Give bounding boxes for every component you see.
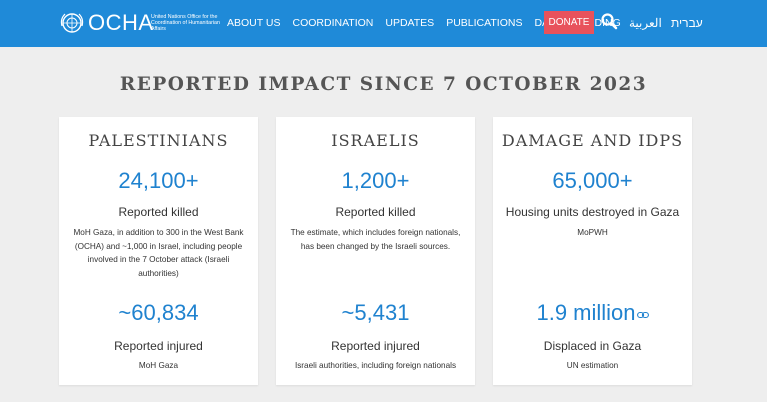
card-title: ISRAELIS	[331, 131, 420, 150]
displaced-number[interactable]: 1.9 million	[536, 300, 636, 325]
injured-source: MoH Gaza	[138, 361, 179, 370]
link-icon[interactable]	[636, 311, 649, 319]
nav-updates[interactable]: UPDATES	[385, 17, 435, 29]
injured-value: ~60,834	[118, 300, 199, 325]
card-title: DAMAGE AND IDPS	[501, 131, 684, 150]
language-arabic[interactable]: العربية	[629, 16, 662, 30]
displaced-label: Displaced in Gaza	[543, 339, 642, 353]
language-hebrew[interactable]: עברית	[671, 16, 703, 30]
killed-label: Reported killed	[335, 205, 416, 219]
displaced-value[interactable]: 1.9 million	[493, 300, 692, 326]
ocha-logo[interactable]: OCHA United Nations Office for the Coord…	[59, 10, 239, 36]
killed-source: MoH Gaza, in addition to 300 in the West…	[73, 228, 244, 278]
card-damage-and-idps: DAMAGE AND IDPS 65,000+ Housing units de…	[493, 117, 692, 385]
nav-coordination[interactable]: COORDINATION	[292, 17, 374, 29]
card-israelis: ISRAELIS 1,200+ Reported killed The esti…	[276, 117, 475, 385]
search-icon[interactable]	[600, 12, 618, 30]
card-title: PALESTINIANS	[88, 131, 229, 150]
logo-subtitle: United Nations Office for the Coordinati…	[151, 14, 220, 33]
card-palestinians: PALESTINIANS 24,100+ Reported killed MoH…	[59, 117, 258, 385]
killed-source: The estimate, which includes foreign nat…	[290, 228, 461, 251]
nav-publications[interactable]: PUBLICATIONS	[446, 17, 523, 29]
housing-destroyed-label: Housing units destroyed in Gaza	[505, 205, 680, 219]
killed-value: 24,100+	[118, 168, 199, 193]
injured-label: Reported injured	[114, 339, 203, 353]
displaced-source: UN estimation	[566, 361, 619, 370]
housing-destroyed-source: MoPWH	[577, 228, 608, 237]
injured-value: ~5,431	[341, 300, 410, 325]
killed-label: Reported killed	[118, 205, 199, 219]
donate-button[interactable]: DONATE	[544, 11, 594, 34]
page-title: REPORTED IMPACT SINCE 7 OCTOBER 2023	[119, 74, 648, 95]
nav-about-us[interactable]: ABOUT US	[227, 17, 281, 29]
injured-label: Reported injured	[331, 339, 420, 353]
injured-source: Israeli authorities, including foreign n…	[294, 361, 457, 370]
un-emblem-icon	[60, 13, 84, 33]
logo-wordmark: OCHA	[88, 10, 154, 35]
housing-destroyed-value: 65,000+	[552, 168, 633, 193]
top-navbar: OCHA United Nations Office for the Coord…	[0, 0, 767, 47]
killed-value: 1,200+	[341, 168, 410, 193]
